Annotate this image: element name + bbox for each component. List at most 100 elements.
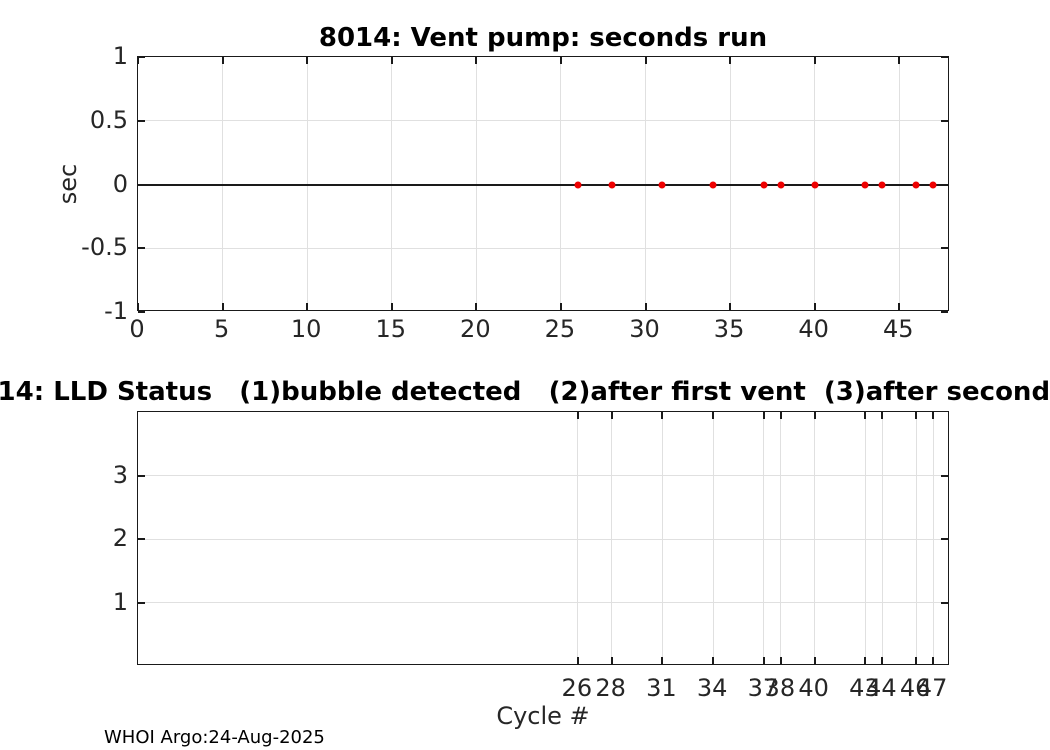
data-point [608,181,616,188]
x-tick-label: 35 [713,315,745,343]
x-gridline [932,412,934,664]
x-gridline [577,412,579,664]
x-gridline [915,412,917,664]
x-tick-label: 20 [460,315,491,343]
y-tick-mark-left [138,311,145,313]
x-tick-label: 15 [375,315,407,343]
top-chart-title: 8014: Vent pump: seconds run [318,23,768,53]
x-tick-mark-top [813,412,816,419]
footer-watermark: WHOI Argo:24-Aug-2025 [104,727,325,748]
x-tick-mark-bottom [610,657,613,664]
y-tick-mark-left [138,474,145,477]
x-tick-mark-bottom [762,657,765,664]
y-tick-mark-right [941,538,948,540]
y-tick-mark-left [138,247,145,250]
top-plot-area [137,56,949,313]
y-gridline [138,475,948,476]
x-tick-mark-top [137,57,139,64]
bottom-chart-title: 8014: LLD Status (1)bubble detected (2)a… [0,377,1050,407]
x-tick-label: 25 [544,315,576,343]
data-point [658,181,666,188]
x-tick-mark-top [576,412,579,419]
x-tick-mark-top [712,412,715,419]
y-tick-label: 2 [112,524,128,552]
x-tick-mark-bottom [306,303,309,310]
y-tick-mark-right [941,119,948,122]
x-tick-mark-top [915,412,918,419]
x-tick-label: 44 [866,674,897,702]
data-point [709,181,717,188]
x-tick-mark-bottom [864,657,867,664]
x-tick-label: 46 [899,674,931,702]
x-tick-label: 26 [561,674,593,702]
x-tick-mark-bottom [813,303,816,310]
x-tick-mark-top [813,57,816,64]
x-tick-mark-bottom [661,657,664,664]
x-gridline [864,412,866,664]
x-tick-mark-top [779,412,782,419]
bottom-chart-xlabel: Cycle # [496,702,590,730]
data-point [777,181,785,188]
x-tick-label: 31 [646,674,677,702]
y-tick-mark-right [941,56,948,58]
x-tick-mark-bottom [644,303,647,310]
y-tick-label: 1 [112,42,128,70]
x-tick-label: 5 [213,315,230,343]
x-tick-mark-top [221,57,224,64]
x-tick-mark-bottom [915,657,918,664]
x-tick-mark-top [898,57,901,64]
y-gridline [138,247,948,249]
data-point [929,181,937,188]
x-tick-mark-bottom [813,657,816,664]
x-tick-label: 38 [764,674,796,702]
data-point [878,181,886,188]
data-point [912,181,920,188]
x-tick-label: 34 [696,674,728,702]
x-tick-label: 40 [798,315,829,343]
x-tick-mark-top [932,412,935,419]
y-tick-mark-right [941,247,948,250]
x-tick-mark-bottom [898,303,901,310]
x-tick-label: 0 [129,315,145,343]
x-tick-mark-bottom [475,303,478,310]
y-gridline [138,602,948,603]
y-tick-mark-right [941,601,948,604]
y-tick-label: 3 [112,460,128,489]
x-tick-mark-top [610,412,613,419]
y-tick-label: 0 [112,169,128,198]
y-tick-label: 1 [112,587,128,616]
x-tick-mark-top [390,57,393,64]
x-tick-mark-top [762,412,765,419]
x-tick-mark-top [661,412,664,419]
x-gridline [763,412,765,664]
zero-baseline [138,183,948,186]
y-gridline [138,538,948,540]
y-tick-mark-left [138,601,145,604]
x-tick-label: 10 [290,315,322,343]
x-tick-mark-bottom [712,657,715,664]
data-point [574,181,582,188]
x-tick-mark-bottom [881,657,884,664]
x-tick-mark-top [881,412,884,419]
y-tick-mark-right [941,311,948,313]
x-tick-mark-bottom [932,657,935,664]
x-tick-mark-bottom [137,303,139,310]
x-gridline [814,412,816,664]
x-gridline [661,412,663,664]
x-tick-mark-bottom [559,303,562,310]
x-tick-mark-bottom [390,303,393,310]
x-tick-mark-bottom [221,303,224,310]
x-tick-mark-top [864,412,867,419]
x-tick-mark-bottom [729,303,732,310]
data-point [861,181,869,188]
x-tick-label: 47 [916,674,948,702]
x-tick-mark-top [559,57,562,64]
x-tick-label: 43 [849,674,880,702]
data-point [760,181,768,188]
y-tick-mark-right [941,474,948,477]
y-tick-label: -0.5 [81,233,128,262]
x-tick-mark-top [306,57,309,64]
x-tick-mark-bottom [576,657,579,664]
x-tick-label: 30 [629,315,660,343]
